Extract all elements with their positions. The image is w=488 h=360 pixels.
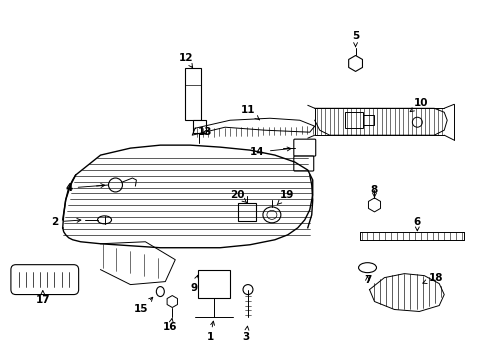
Text: 9: 9 [190,275,198,293]
Text: 17: 17 [36,291,50,305]
Text: 3: 3 [242,326,249,342]
Text: 19: 19 [277,190,294,205]
Text: 13: 13 [198,127,212,137]
Ellipse shape [263,207,280,223]
Ellipse shape [358,263,376,273]
Circle shape [411,117,422,127]
Text: 7: 7 [363,275,370,285]
Ellipse shape [98,216,111,224]
Text: 10: 10 [409,98,427,112]
Text: 5: 5 [351,31,359,46]
Text: 11: 11 [240,105,259,120]
Text: 14: 14 [250,147,290,157]
Bar [185,68,201,120]
Bar [362,115,374,125]
FancyBboxPatch shape [293,139,315,156]
Text: 20: 20 [230,190,246,203]
Text: 18: 18 [422,273,443,284]
Text: 6: 6 [413,217,420,231]
Text: 12: 12 [179,54,193,68]
Bar [238,203,255,221]
Circle shape [243,285,252,294]
Ellipse shape [266,210,276,219]
Text: 2: 2 [51,217,81,227]
Ellipse shape [156,287,164,297]
Text: 16: 16 [163,319,177,332]
Text: 15: 15 [134,297,152,315]
FancyBboxPatch shape [11,265,79,294]
Circle shape [108,178,122,192]
FancyBboxPatch shape [293,156,313,171]
Bar [344,112,362,128]
Bar [193,120,206,133]
Text: 1: 1 [206,321,214,342]
Text: 8: 8 [370,185,377,198]
Bar [198,270,229,298]
Text: 4: 4 [65,183,104,193]
